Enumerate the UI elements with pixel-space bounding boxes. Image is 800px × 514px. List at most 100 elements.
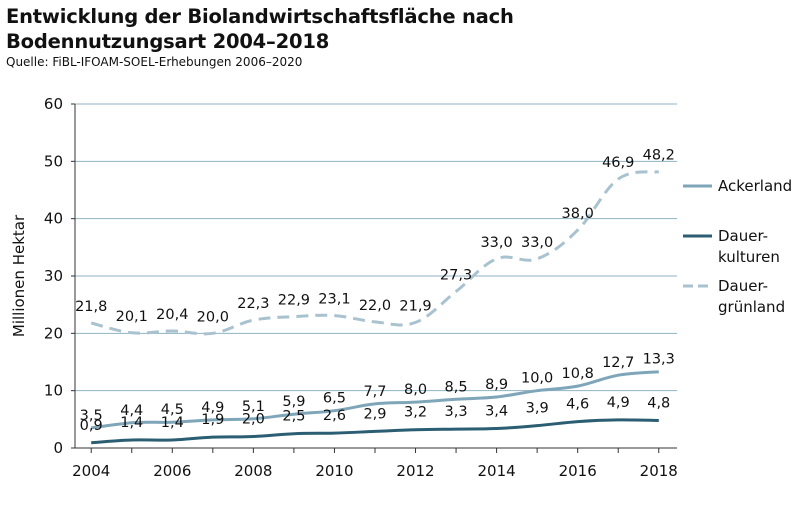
legend-label-dauergruenland: Dauer- [718,277,768,295]
chart-source: Quelle: FiBL-IFOAM-SOEL-Erhebungen 2006–… [6,55,303,69]
data-label-dauergruenland: 20,0 [197,309,229,325]
data-label-dauergruenland: 46,9 [602,155,634,171]
data-point-dauergruenland [536,257,539,260]
y-tick-label: 50 [44,152,63,170]
data-point-dauergruenland [373,320,376,323]
y-tick-label: 60 [44,95,63,113]
data-label-dauerkulturen: 2,0 [242,412,265,428]
data-point-dauerkulturen [90,441,93,444]
data-point-dauerkulturen [211,436,214,439]
data-point-dauergruenland [90,322,93,325]
data-point-dauerkulturen [333,432,336,435]
data-label-ackerland: 3,5 [80,408,103,424]
data-point-dauerkulturen [373,430,376,433]
chart-title-line-1: Entwicklung der Biolandwirtschaftsfläche… [6,5,514,28]
data-point-dauergruenland [211,332,214,335]
data-label-dauergruenland: 22,0 [359,298,391,314]
data-label-dauerkulturen: 3,9 [526,401,549,417]
data-label-dauerkulturen: 2,6 [323,408,346,424]
y-tick-label: 40 [44,210,63,228]
data-point-dauerkulturen [657,419,660,422]
legend-label-dauerkulturen: kulturen [718,248,780,266]
data-point-dauerkulturen [576,420,579,423]
data-point-dauergruenland [130,331,133,334]
data-label-dauerkulturen: 1,4 [161,415,184,431]
data-point-dauerkulturen [495,427,498,430]
data-label-dauergruenland: 48,2 [643,148,675,164]
data-point-dauergruenland [333,314,336,317]
data-point-ackerland [617,374,620,377]
data-label-ackerland: 8,0 [404,382,427,398]
data-label-dauerkulturen: 3,2 [404,405,427,421]
data-label-ackerland: 4,4 [120,403,143,419]
data-point-dauergruenland [455,290,458,293]
data-point-dauergruenland [495,257,498,260]
data-label-ackerland: 10,0 [521,371,553,387]
data-label-ackerland: 8,9 [485,377,508,393]
data-label-dauerkulturen: 2,9 [363,406,386,422]
data-point-dauerkulturen [455,428,458,431]
x-tick-label: 2004 [72,462,110,480]
legend-label-dauergruenland: grünland [718,298,785,316]
data-point-dauerkulturen [130,438,133,441]
data-label-dauerkulturen: 4,6 [566,397,589,413]
x-tick-label: 2018 [640,462,678,480]
data-label-ackerland: 5,1 [242,399,265,415]
data-point-dauergruenland [576,229,579,232]
data-label-ackerland: 4,5 [161,402,184,418]
x-tick-label: 2016 [559,462,597,480]
data-label-dauerkulturen: 1,9 [201,412,224,428]
data-label-dauerkulturen: 4,8 [647,395,670,411]
x-tick-label: 2014 [478,462,516,480]
data-label-dauergruenland: 21,9 [399,298,431,314]
data-label-ackerland: 13,3 [643,352,675,368]
data-label-ackerland: 5,9 [282,394,305,410]
data-label-dauergruenland: 22,9 [278,293,310,309]
data-label-ackerland: 12,7 [602,355,634,371]
data-label-dauergruenland: 22,3 [237,296,269,312]
y-tick-label: 0 [53,439,63,457]
data-label-ackerland: 4,9 [201,400,224,416]
data-label-dauergruenland: 20,1 [116,309,148,325]
data-point-ackerland [495,395,498,398]
data-label-dauergruenland: 20,4 [156,307,188,323]
legend-label-ackerland: Ackerland [718,177,792,195]
data-point-dauergruenland [171,330,174,333]
data-point-dauerkulturen [252,435,255,438]
data-point-dauerkulturen [292,432,295,435]
data-point-dauerkulturen [617,418,620,421]
data-label-dauerkulturen: 3,4 [485,404,508,420]
data-label-dauerkulturen: 1,4 [120,415,143,431]
series-line-dauerkulturen [91,418,659,445]
x-tick-label: 2008 [234,462,272,480]
data-point-ackerland [373,402,376,405]
legend-label-dauerkulturen: Dauer- [718,227,768,245]
data-point-dauergruenland [292,315,295,318]
data-label-dauergruenland: 27,3 [440,267,472,283]
series-line-dauergruenland [90,170,660,336]
data-label-dauerkulturen: 2,5 [282,409,305,425]
data-point-dauerkulturen [171,438,174,441]
data-label-dauergruenland: 33,0 [480,235,512,251]
data-point-dauerkulturen [536,424,539,427]
data-label-dauergruenland: 23,1 [318,292,350,308]
data-point-ackerland [657,370,660,373]
data-point-ackerland [455,398,458,401]
series-line-ackerland [91,370,659,430]
data-label-dauergruenland: 21,8 [75,299,107,315]
data-point-ackerland [576,385,579,388]
y-tick-label: 20 [44,324,63,342]
data-point-dauergruenland [252,319,255,322]
data-label-dauergruenland: 33,0 [521,235,553,251]
data-point-dauergruenland [617,178,620,181]
data-label-dauerkulturen: 3,3 [445,404,468,420]
chart-title-line-2: Bodennutzungsart 2004–2018 [6,30,330,53]
data-point-dauergruenland [414,321,417,324]
chart-title: Entwicklung der Biolandwirtschaftsfläche… [6,4,514,54]
data-label-ackerland: 10,8 [562,366,594,382]
data-label-ackerland: 6,5 [323,391,346,407]
x-tick-label: 2006 [153,462,191,480]
y-axis-label: Millionen Hektar [10,214,28,337]
data-label-dauerkulturen: 4,9 [607,395,630,411]
data-point-ackerland [414,401,417,404]
